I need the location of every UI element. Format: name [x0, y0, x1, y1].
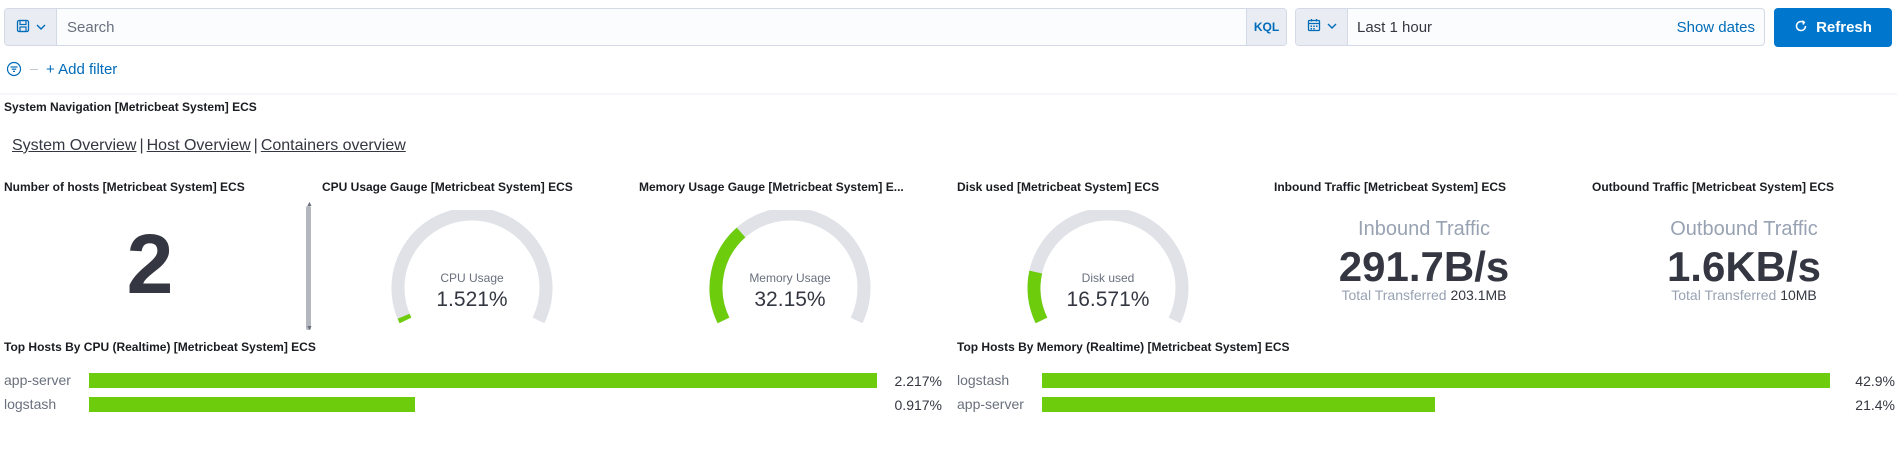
- navigation-links: System Overview | Host Overview | Containers…: [12, 137, 406, 155]
- quick-select-button[interactable]: [1296, 9, 1348, 45]
- time-range-label[interactable]: Last 1 hour: [1357, 18, 1433, 36]
- hosts-count: 2: [126, 217, 174, 311]
- cpu-gauge-panel-title: CPU Usage Gauge [Metricbeat System] ECS: [322, 180, 573, 194]
- inbound-total-label: Total Transferred: [1341, 287, 1447, 303]
- host-label: app-server: [957, 396, 1024, 412]
- host-label: logstash: [957, 372, 1010, 388]
- chevron-down-icon: [1327, 18, 1337, 36]
- nav-link-system-overview[interactable]: System Overview: [12, 137, 137, 154]
- host-value: 42.9%: [1855, 373, 1895, 389]
- search-input[interactable]: [57, 9, 1246, 45]
- inbound-heading: Inbound Traffic: [1358, 218, 1490, 240]
- host-value: 0.917%: [894, 397, 942, 413]
- memory-gauge-label: Memory Usage: [749, 271, 831, 285]
- disk-gauge: [1027, 210, 1189, 324]
- host-bar: [1042, 373, 1830, 388]
- scroll-down-arrow[interactable]: ▼: [306, 325, 313, 332]
- memory-gauge-panel-title: Memory Usage Gauge [Metricbeat System] E…: [639, 180, 904, 194]
- hosts-panel-title: Number of hosts [Metricbeat System] ECS: [4, 180, 245, 194]
- outbound-heading: Outbound Traffic: [1670, 218, 1818, 240]
- inbound-total-value: 203.1MB: [1450, 287, 1507, 303]
- host-label: logstash: [4, 396, 57, 412]
- outbound-panel-title: Outbound Traffic [Metricbeat System] ECS: [1592, 180, 1835, 194]
- chevron-down-icon: [36, 20, 46, 35]
- disk-gauge-fill: [1027, 270, 1048, 324]
- memory-gauge-fill: [709, 227, 746, 324]
- saved-queries-button[interactable]: [5, 9, 57, 45]
- search-bar: KQL: [4, 8, 1287, 46]
- cpu-gauge-track: [391, 210, 553, 324]
- cpu-gauge-label: CPU Usage: [440, 271, 504, 285]
- filter-divider: [30, 68, 38, 70]
- filter-icon[interactable]: [6, 61, 22, 77]
- host-label: app-server: [4, 372, 71, 388]
- nav-separator: |: [139, 137, 144, 154]
- memory-gauge-value: 32.15%: [754, 288, 826, 311]
- host-value: 21.4%: [1855, 397, 1895, 413]
- outbound-value: 1.6KB/s: [1666, 243, 1822, 290]
- calendar-icon: [1307, 18, 1321, 37]
- inbound-panel-title: Inbound Traffic [Metricbeat System] ECS: [1274, 180, 1507, 194]
- cpu-gauge-fill: [397, 313, 412, 324]
- disk-gauge-value: 16.571%: [1066, 288, 1150, 311]
- filter-bar: + Add filter: [6, 58, 117, 80]
- refresh-button[interactable]: Refresh: [1774, 8, 1892, 47]
- host-bar: [1042, 397, 1436, 412]
- dashboard-divider: [0, 93, 1897, 95]
- cpu-gauge-value: 1.521%: [436, 288, 508, 311]
- cpu-gauge: [391, 210, 553, 324]
- top-cpu-panel-title: Top Hosts By CPU (Realtime) [Metricbeat …: [4, 340, 316, 354]
- query-bar: KQL Last 1 hour Show dates Refresh + Add…: [0, 0, 1897, 93]
- outbound-total-label: Total Transferred: [1671, 287, 1777, 303]
- scroll-up-arrow[interactable]: ▲: [306, 201, 313, 208]
- refresh-label: Refresh: [1816, 19, 1872, 36]
- memory-gauge: [709, 210, 871, 324]
- host-bar: [89, 373, 877, 388]
- disk-gauge-label: Disk used: [1081, 271, 1135, 285]
- refresh-icon: [1794, 19, 1808, 37]
- add-filter-button[interactable]: + Add filter: [46, 60, 118, 78]
- navigation-panel-title: System Navigation [Metricbeat System] EC…: [4, 100, 257, 114]
- save-icon: [16, 19, 30, 36]
- host-bar: [89, 397, 415, 412]
- host-value: 2.217%: [894, 373, 942, 389]
- nav-separator: |: [253, 137, 258, 154]
- panel-scrollbar[interactable]: [306, 206, 311, 330]
- nav-link-host-overview[interactable]: Host Overview: [146, 137, 251, 154]
- inbound-value: 291.7B/s: [1338, 243, 1510, 290]
- outbound-total: Total Transferred 10MB: [1594, 287, 1894, 303]
- outbound-total-value: 10MB: [1780, 287, 1817, 303]
- nav-link-containers-overview[interactable]: Containers overview: [260, 137, 406, 154]
- time-picker: Last 1 hour Show dates: [1295, 8, 1765, 46]
- inbound-total: Total Transferred 203.1MB: [1274, 287, 1574, 303]
- show-dates-link[interactable]: Show dates: [1676, 18, 1755, 36]
- disk-gauge-panel-title: Disk used [Metricbeat System] ECS: [957, 180, 1160, 194]
- kql-toggle[interactable]: KQL: [1246, 9, 1286, 45]
- top-memory-panel-title: Top Hosts By Memory (Realtime) [Metricbe…: [957, 340, 1290, 354]
